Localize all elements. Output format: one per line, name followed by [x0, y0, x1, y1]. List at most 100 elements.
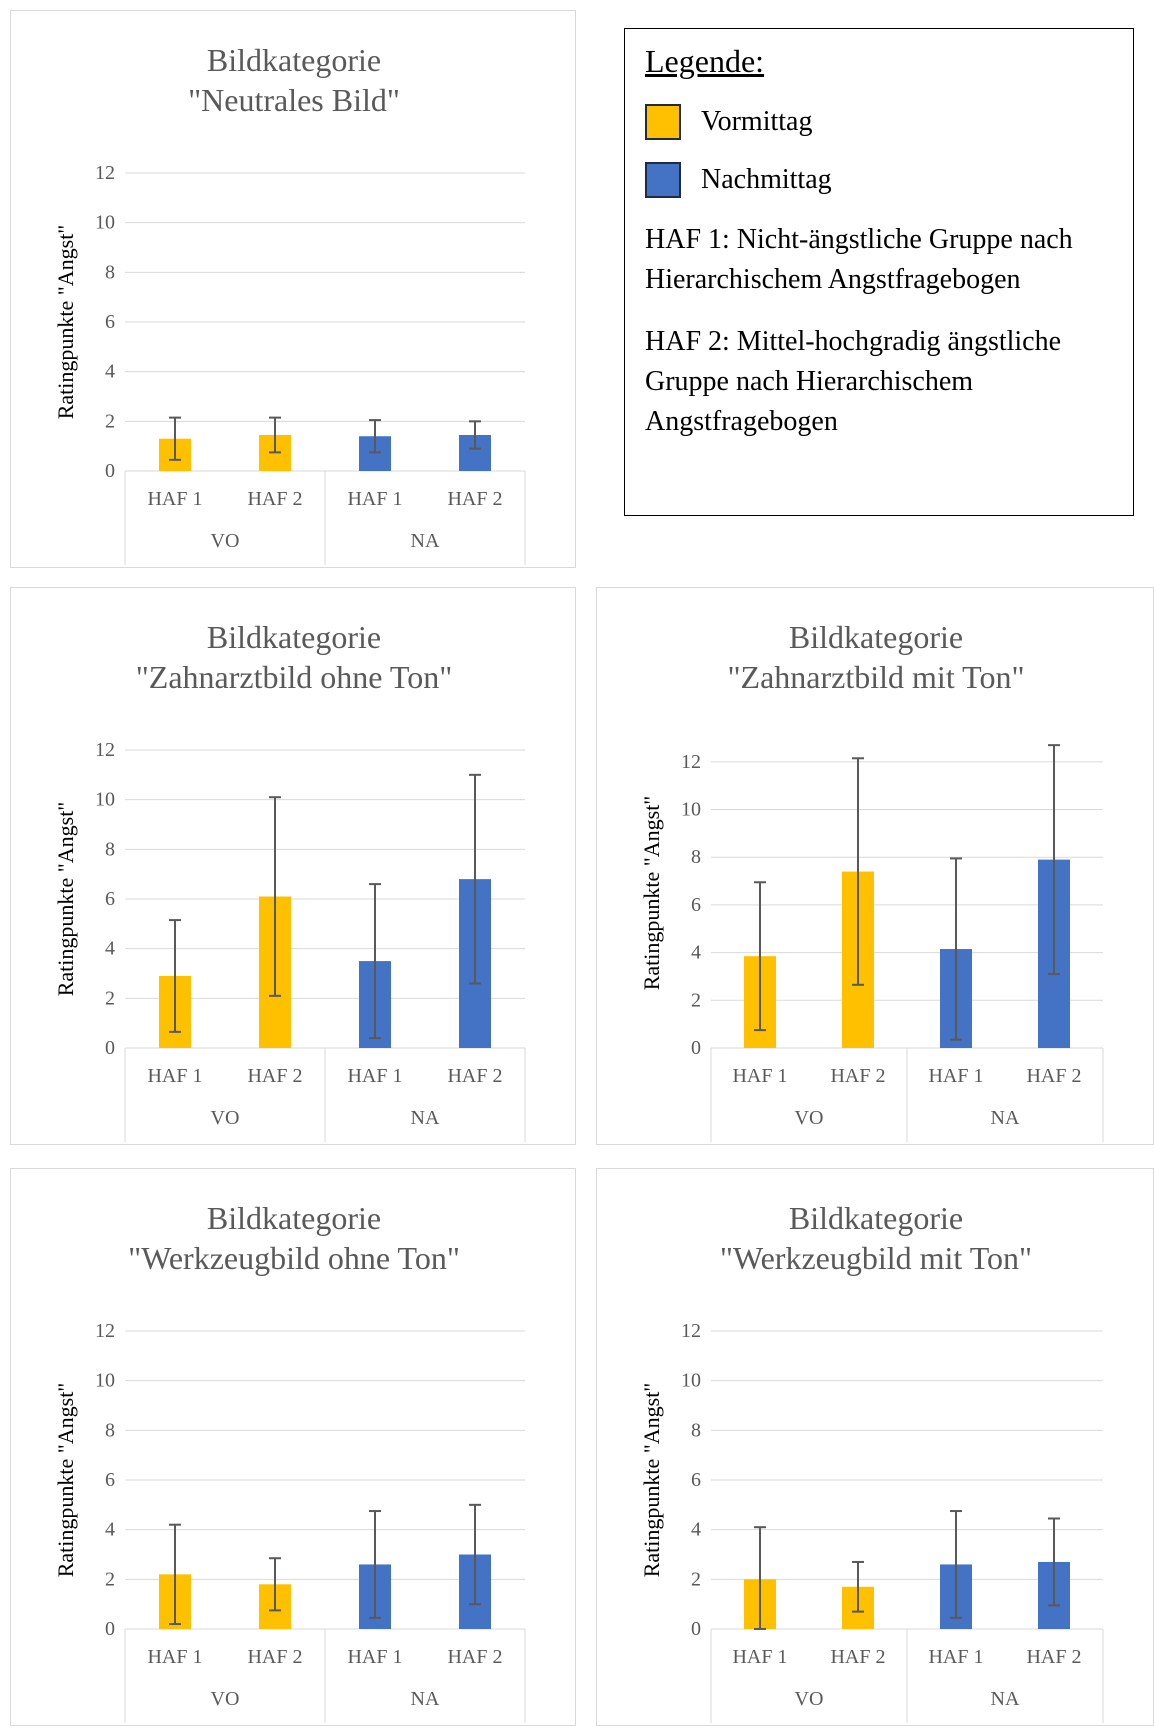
y-tick-label: 12	[95, 162, 115, 184]
chart-title-line1: Bildkategorie	[789, 1200, 963, 1236]
chart-title-line2: "Zahnarztbild ohne Ton"	[136, 659, 453, 695]
x-tick-label: HAF 2	[1026, 1065, 1081, 1087]
chart-title-line2: "Werkzeugbild ohne Ton"	[128, 1240, 460, 1276]
chart-title-line1: Bildkategorie	[789, 619, 963, 655]
y-tick-label: 12	[681, 1320, 701, 1342]
y-tick-label: 8	[691, 1419, 701, 1441]
group-label: NA	[991, 1688, 1020, 1710]
legend-item-nachmittag: Nachmittag	[645, 162, 1113, 198]
y-tick-label: 8	[105, 261, 115, 283]
x-tick-label: HAF 1	[732, 1065, 787, 1087]
legend-label-vormittag: Vormittag	[701, 106, 813, 137]
legend-swatch-vormittag	[645, 104, 681, 140]
group-label: VO	[795, 1107, 824, 1129]
y-axis-label: Ratingpunkte "Angst"	[639, 796, 664, 991]
x-tick-label: HAF 1	[732, 1646, 787, 1668]
group-label: VO	[211, 1107, 240, 1129]
y-tick-label: 4	[691, 1519, 701, 1541]
chart-title-line2: "Zahnarztbild mit Ton"	[727, 659, 1024, 695]
chart-panel-zahnarzt-ohne-ton: Bildkategorie "Zahnarztbild ohne Ton" 0 2 4 6…	[10, 587, 576, 1145]
legend-note-haf2: HAF 2: Mittel-hochgradig ängstliche Grup…	[645, 326, 1062, 437]
legend-label-nachmittag: Nachmittag	[701, 164, 832, 195]
y-tick-label: 8	[105, 1419, 115, 1441]
y-tick-label: 10	[95, 212, 115, 234]
chart-panel-neutral: Bildkategorie "Neutrales Bild" 0 2 4 6 8 10 12 Ra…	[10, 10, 576, 568]
y-axis-label: Ratingpunkte "Angst"	[639, 1383, 664, 1578]
legend-item-vormittag: Vormittag	[645, 104, 1113, 140]
y-tick-label: 4	[105, 938, 115, 960]
chart-panel-werkzeug-mit-ton: Bildkategorie "Werkzeugbild mit Ton" 0 2 4 6 8…	[596, 1168, 1154, 1726]
y-tick-label: 10	[681, 1370, 701, 1392]
y-tick-label: 2	[105, 1568, 115, 1590]
legend-swatch-nachmittag	[645, 162, 681, 198]
y-tick-label: 0	[691, 1618, 701, 1640]
x-tick-label: HAF 2	[830, 1646, 885, 1668]
x-tick-label: HAF 1	[928, 1065, 983, 1087]
y-tick-label: 6	[105, 1469, 115, 1491]
legend-title: Legende:	[645, 43, 765, 79]
legend-note-haf1: HAF 1: Nicht-ängstliche Gruppe nach Hier…	[645, 224, 1073, 295]
y-tick-label: 6	[105, 311, 115, 333]
x-tick-label: HAF 2	[1026, 1646, 1081, 1668]
x-tick-label: HAF 2	[247, 488, 302, 510]
chart-svg: Bildkategorie "Neutrales Bild" 0 2 4 6 8 10 12 Ra…	[53, 42, 526, 565]
y-tick-label: 0	[105, 1037, 115, 1059]
x-tick-label: HAF 1	[928, 1646, 983, 1668]
x-tick-label: HAF 1	[347, 1065, 402, 1087]
chart-panel-werkzeug-ohne-ton: Bildkategorie "Werkzeugbild ohne Ton" 0 2 4 6…	[10, 1168, 576, 1726]
group-label: NA	[411, 530, 440, 552]
y-tick-label: 10	[95, 789, 115, 811]
y-tick-label: 4	[105, 1519, 115, 1541]
y-tick-label: 2	[691, 1568, 701, 1590]
y-tick-label: 6	[691, 894, 701, 916]
x-tick-label: HAF 1	[347, 488, 402, 510]
y-axis-label: Ratingpunkte "Angst"	[53, 225, 78, 420]
group-label: VO	[211, 1688, 240, 1710]
y-tick-label: 2	[691, 989, 701, 1011]
y-tick-label: 10	[681, 799, 701, 821]
group-label: NA	[991, 1107, 1020, 1129]
x-tick-label: HAF 2	[830, 1065, 885, 1087]
group-label: VO	[795, 1688, 824, 1710]
y-axis-label: Ratingpunkte "Angst"	[53, 802, 78, 997]
y-tick-label: 12	[95, 739, 115, 761]
y-tick-label: 0	[105, 460, 115, 482]
x-tick-label: HAF 2	[447, 1646, 502, 1668]
chart-svg: Bildkategorie "Werkzeugbild ohne Ton" 0 2 4 6…	[53, 1200, 526, 1723]
y-tick-label: 0	[691, 1037, 701, 1059]
group-label: VO	[211, 530, 240, 552]
y-tick-label: 0	[105, 1618, 115, 1640]
y-tick-label: 12	[95, 1320, 115, 1342]
x-tick-label: HAF 2	[247, 1065, 302, 1087]
x-tick-label: HAF 1	[347, 1646, 402, 1668]
chart-svg: Bildkategorie "Zahnarztbild mit Ton" 0 2 4 6 8…	[639, 619, 1104, 1142]
y-tick-label: 6	[691, 1469, 701, 1491]
x-tick-label: HAF 1	[147, 1646, 202, 1668]
chart-panel-zahnarzt-mit-ton: Bildkategorie "Zahnarztbild mit Ton" 0 2 4 6 8…	[596, 587, 1154, 1145]
chart-title-line1: Bildkategorie	[207, 1200, 381, 1236]
y-tick-label: 8	[691, 846, 701, 868]
chart-title-line1: Bildkategorie	[207, 619, 381, 655]
chart-title-line2: "Neutrales Bild"	[188, 82, 400, 118]
x-tick-label: HAF 2	[247, 1646, 302, 1668]
y-axis-label: Ratingpunkte "Angst"	[53, 1383, 78, 1578]
chart-svg: Bildkategorie "Zahnarztbild ohne Ton" 0 2 4 6…	[53, 619, 526, 1142]
chart-title-line2: "Werkzeugbild mit Ton"	[720, 1240, 1032, 1276]
chart-title-line1: Bildkategorie	[207, 42, 381, 78]
y-tick-label: 4	[105, 361, 115, 383]
y-tick-label: 12	[681, 751, 701, 773]
y-tick-label: 4	[691, 942, 701, 964]
y-tick-label: 6	[105, 888, 115, 910]
group-label: NA	[411, 1107, 440, 1129]
y-tick-label: 2	[105, 987, 115, 1009]
y-tick-label: 8	[105, 838, 115, 860]
x-tick-label: HAF 1	[147, 1065, 202, 1087]
x-tick-label: HAF 2	[447, 1065, 502, 1087]
chart-svg: Bildkategorie "Werkzeugbild mit Ton" 0 2 4 6 8…	[639, 1200, 1104, 1723]
y-tick-label: 2	[105, 410, 115, 432]
group-label: NA	[411, 1688, 440, 1710]
y-tick-label: 10	[95, 1370, 115, 1392]
x-tick-label: HAF 2	[447, 488, 502, 510]
x-tick-label: HAF 1	[147, 488, 202, 510]
legend-box: Legende: Vormittag Nachmittag HAF 1: Nic…	[624, 28, 1134, 516]
